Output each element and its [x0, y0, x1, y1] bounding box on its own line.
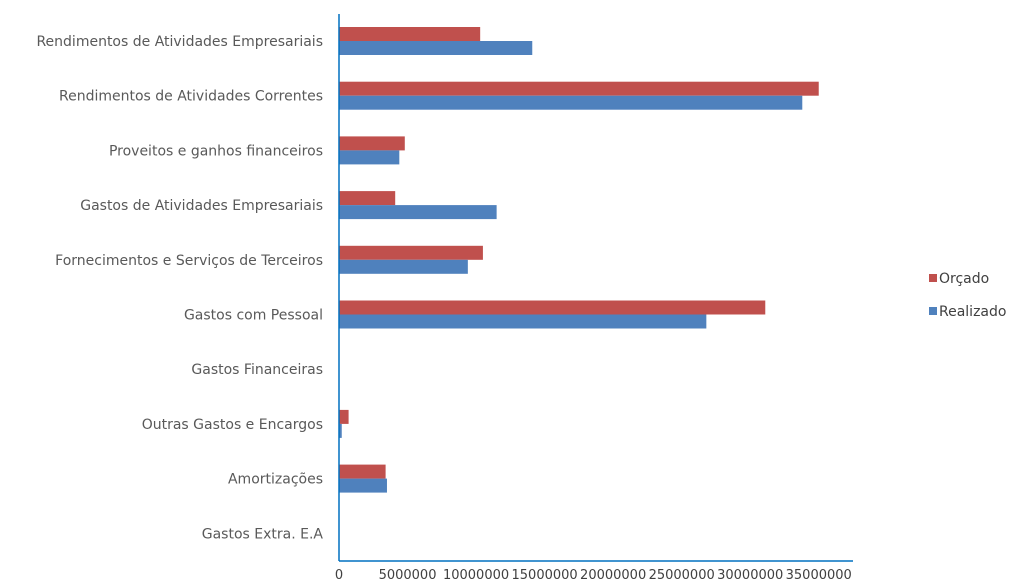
bar-realizado-rendimentos-de-atividades-empresariais: [339, 41, 533, 55]
bar-orcado-gastos-com-pessoal: [339, 300, 766, 315]
bar-realizado-gastos-de-atividades-empresariais: [339, 205, 497, 220]
bar-realizado-proveitos-e-ganhos-financeiros: [339, 150, 400, 165]
bar-realizado-outras-gastos-e-encargos: [339, 423, 342, 438]
legend-swatch-orcado: [929, 274, 937, 282]
bar-orcado-fornecimentos-e-servicos-de-terceiros: [339, 245, 483, 260]
category-label: Amortizações: [228, 472, 323, 488]
x-tick-label: 20000000: [580, 568, 646, 583]
x-tick-label: 25000000: [649, 568, 715, 583]
category-label: Outras Gastos e Encargos: [142, 417, 323, 433]
category-label: Gastos com Pessoal: [184, 308, 323, 324]
x-tick-label: 15000000: [512, 568, 578, 583]
legend-swatch-realizado: [929, 307, 937, 315]
x-tick-labels: 0 5000000 10000000 15000000 20000000 25000000…: [335, 568, 852, 583]
bar-orcado-proveitos-e-ganhos-financeiros: [339, 136, 405, 151]
bar-realizado-amortizacoes: [339, 478, 387, 493]
bar-orcado-gastos-de-atividades-empresariais: [339, 191, 396, 206]
category-label: Proveitos e ganhos financeiros: [109, 143, 323, 159]
category-label: Rendimentos de Atividades Empresariais: [36, 34, 323, 50]
bar-orcado-amortizacoes: [339, 464, 386, 479]
bar-realizado-fornecimentos-e-servicos-de-terceiros: [339, 259, 468, 274]
category-label: Gastos Financeiras: [191, 362, 323, 378]
category-label: Fornecimentos e Serviços de Terceiros: [55, 253, 323, 269]
x-tick-label: 10000000: [443, 568, 509, 583]
x-tick-label: 5000000: [379, 568, 437, 583]
bar-orcado-outras-gastos-e-encargos: [339, 409, 349, 424]
x-tick-label: 30000000: [717, 568, 783, 583]
legend: Orçado Realizado: [929, 271, 1006, 320]
bar-realizado-rendimentos-de-atividades-correntes: [339, 95, 803, 110]
bar-orcado-rendimentos-de-atividades-empresariais: [339, 27, 481, 41]
category-label: Gastos de Atividades Empresariais: [80, 198, 323, 214]
x-tick-label: 35000000: [786, 568, 852, 583]
legend-label-realizado: Realizado: [939, 304, 1006, 320]
bar-realizado-gastos-com-pessoal: [339, 314, 707, 329]
category-label: Rendimentos de Atividades Correntes: [59, 89, 323, 105]
x-tick-label: 0: [335, 568, 343, 583]
category-labels: Rendimentos de Atividades Empresariais Re…: [36, 34, 323, 542]
bar-orcado-rendimentos-de-atividades-correntes: [339, 81, 819, 96]
legend-label-orcado: Orçado: [939, 271, 989, 287]
category-label: Gastos Extra. E.A: [202, 526, 324, 542]
bars-group: [339, 27, 819, 493]
